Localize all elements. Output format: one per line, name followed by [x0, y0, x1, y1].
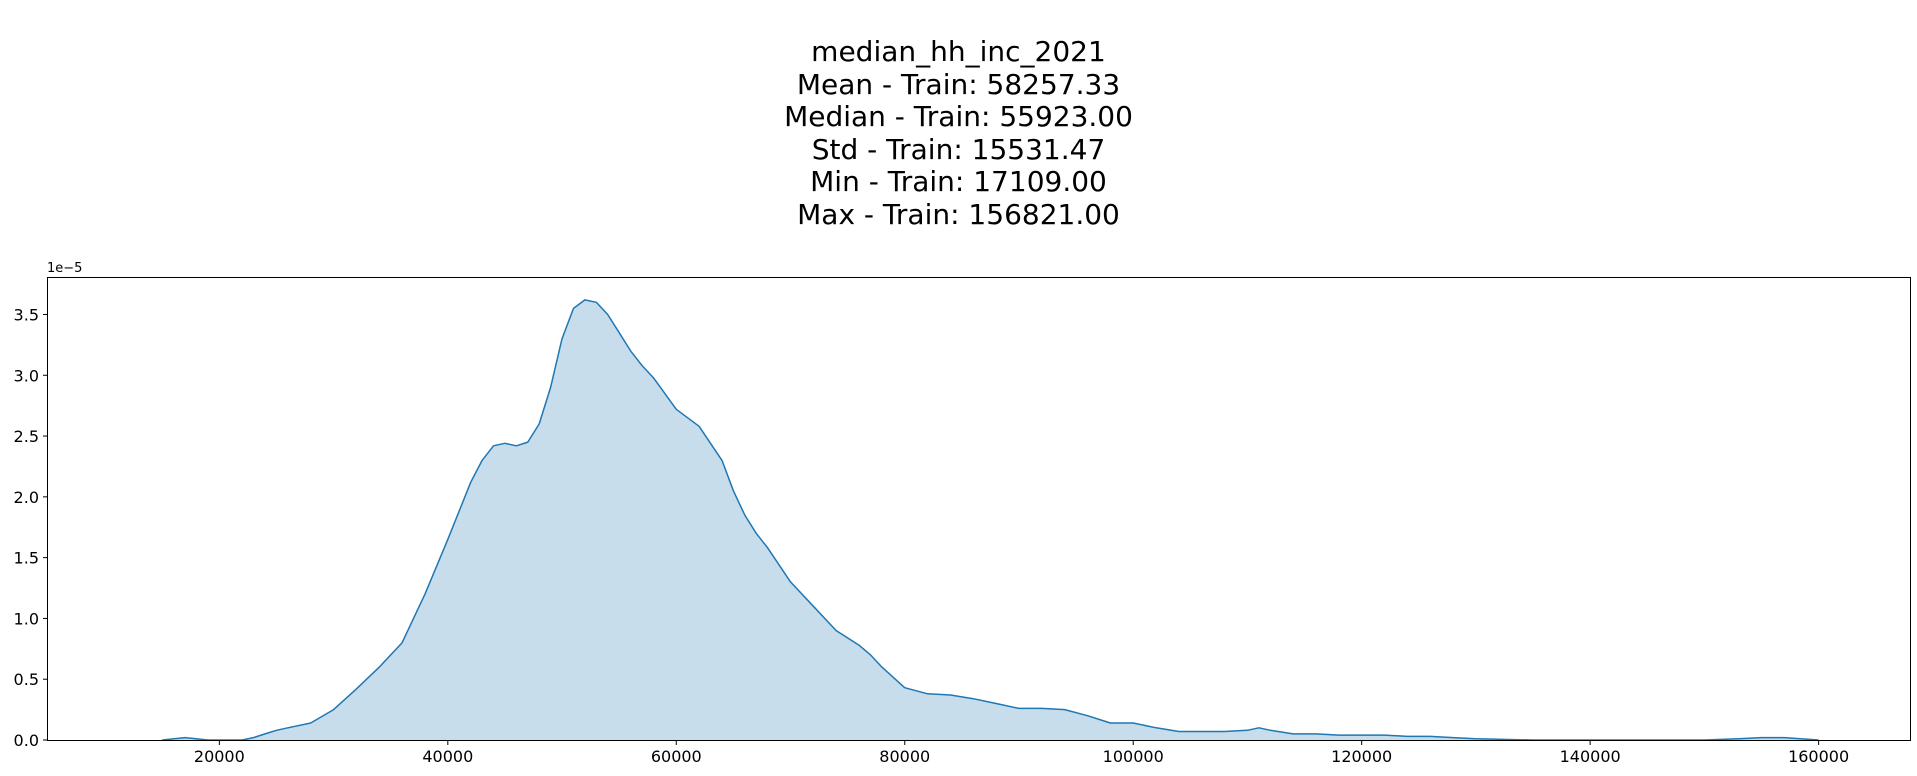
title-line-variable: median_hh_inc_2021 [811, 35, 1106, 68]
x-axis: 20000 40000 60000 80000 100000 120000 140000 16… [194, 740, 1849, 766]
x-tick-label: 160000 [1788, 747, 1849, 766]
x-tick-label: 120000 [1331, 747, 1392, 766]
x-tick-label: 80000 [879, 747, 930, 766]
y-tick-label: 1.0 [14, 609, 39, 628]
y-tick-label: 3.5 [14, 305, 39, 324]
x-tick-label: 100000 [1103, 747, 1164, 766]
chart-title: median_hh_inc_2021 Mean - Train: 58257.3… [0, 35, 1917, 232]
y-tick-label: 1.5 [14, 549, 39, 568]
y-tick-label: 2.5 [14, 427, 39, 446]
y-offset-label: 1e−5 [47, 261, 82, 276]
density-area-0 [162, 299, 1819, 740]
title-line-mean: Mean - Train: 58257.33 [796, 67, 1121, 101]
y-axis: 0.0 0.5 1.0 1.5 2.0 2.5 3.0 3.5 [14, 305, 48, 750]
y-tick-label: 2.0 [14, 488, 39, 507]
title-line-min: Min - Train: 17109.00 [810, 165, 1107, 199]
title-line-std: Std - Train: 15531.47 [811, 132, 1106, 166]
x-tick-label: 40000 [422, 747, 473, 766]
y-tick-label: 3.0 [14, 366, 39, 385]
x-tick-label: 140000 [1560, 747, 1621, 766]
plot-frame [47, 277, 1911, 741]
title-line-max: Max - Train: 156821.00 [797, 197, 1120, 231]
x-tick-label: 60000 [651, 747, 702, 766]
y-tick-label: 0.0 [14, 731, 39, 750]
x-tick-label: 20000 [194, 747, 245, 766]
y-tick-label: 0.5 [14, 670, 39, 689]
density-line-0 [162, 299, 1819, 741]
title-line-median: Median - Train: 55923.00 [784, 100, 1133, 134]
